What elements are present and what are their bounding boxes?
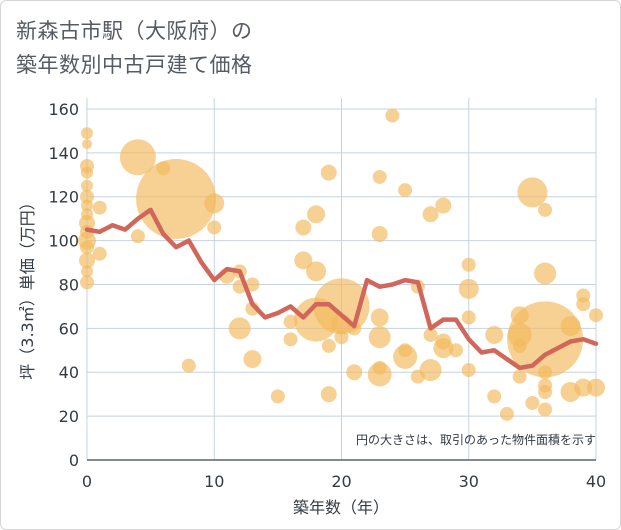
average-line-layer <box>84 207 599 371</box>
bubble-point <box>433 338 454 359</box>
bubble-point <box>461 363 476 378</box>
bubble-point <box>398 183 413 198</box>
bubble-point <box>538 202 553 217</box>
bubble-point <box>334 330 349 345</box>
y-tick-label: 160 <box>48 100 79 119</box>
x-tick-label: 10 <box>204 472 224 491</box>
y-tick-label: 120 <box>48 188 79 207</box>
bubble-point <box>81 265 93 278</box>
x-tick-label: 30 <box>459 472 479 491</box>
y-tick-label: 100 <box>48 232 79 251</box>
bubble-point <box>385 108 400 123</box>
bubble-point <box>295 219 312 236</box>
bubble-point <box>419 359 442 382</box>
x-tick-label: 0 <box>82 472 92 491</box>
x-tick-label: 40 <box>586 472 606 491</box>
bubble-point <box>371 226 388 243</box>
bubble-point <box>367 362 392 387</box>
bubble-point <box>80 189 94 204</box>
bubble-point <box>370 308 389 327</box>
bubble-point <box>517 177 548 208</box>
x-axis-label: 築年数（年） <box>293 498 389 517</box>
bubble-point <box>538 365 553 380</box>
bubble-point <box>321 338 336 353</box>
bubble-point <box>283 332 298 347</box>
y-tick-labels: 0 20 40 60 80 100 120 140 160 <box>48 100 79 470</box>
bubble-point <box>422 206 439 223</box>
bubble-point <box>228 317 251 340</box>
y-tick-label: 20 <box>59 407 79 426</box>
average-price-line <box>84 207 599 371</box>
bubble-point <box>368 326 391 349</box>
x-tick-labels: 0 10 20 30 40 <box>82 472 606 491</box>
y-tick-label: 40 <box>59 363 79 382</box>
bubble-point <box>538 402 553 417</box>
chart-title-line-1: 新森古市駅（大阪府）の <box>16 19 253 43</box>
bubble-point <box>92 246 107 261</box>
bubble-layer <box>78 108 605 421</box>
bubble-point <box>499 406 514 421</box>
bubble-point <box>81 166 93 179</box>
bubble-point <box>82 139 92 150</box>
bubble-point <box>449 343 464 358</box>
bubble-point <box>320 164 337 181</box>
bubble-point <box>574 378 593 397</box>
bubble-point <box>458 278 479 299</box>
bubble-point <box>136 158 217 239</box>
bubble-point <box>81 199 93 212</box>
bubble-point <box>270 389 285 404</box>
bubble-point <box>79 252 95 269</box>
bubble-point <box>306 261 327 282</box>
x-tick-label: 20 <box>331 472 351 491</box>
bubble-point <box>393 344 418 369</box>
bubble-point <box>320 386 337 403</box>
bubble-point <box>81 127 93 140</box>
bubble-point <box>245 277 260 292</box>
bubble-point <box>461 310 476 325</box>
bubble-point <box>207 220 222 235</box>
bubble-point <box>372 169 387 184</box>
bubble-point <box>423 327 438 342</box>
bubble-point <box>576 297 591 312</box>
bubble-point <box>92 200 107 215</box>
bubble-point <box>130 229 145 244</box>
chart-title-line-2: 築年数別中古戸建て価格 <box>16 53 253 77</box>
bubble-point <box>435 197 452 214</box>
y-tick-label: 60 <box>59 319 79 338</box>
y-tick-label: 80 <box>59 275 79 294</box>
bubble-point <box>589 308 603 323</box>
chart-title: 新森古市駅（大阪府）の 築年数別中古戸建て価格 <box>16 14 253 82</box>
bubble-point <box>204 193 225 214</box>
bubble-point <box>487 389 502 404</box>
bubble-point <box>346 364 363 381</box>
bubble-point <box>512 369 527 384</box>
bubble-point <box>525 395 540 410</box>
bubble-point <box>560 316 581 337</box>
bubble-point <box>587 378 605 397</box>
bubble-point <box>80 275 94 290</box>
y-axis-label: 坪（3.3㎡）単価（万円） <box>18 194 37 379</box>
size-note: 円の大きさは、取引のあった物件面積を示す <box>356 432 596 447</box>
bubble-point <box>461 257 476 272</box>
bubble-point <box>485 325 504 344</box>
bubble-point <box>181 358 196 373</box>
y-tick-label: 0 <box>69 451 79 470</box>
bubble-point <box>307 205 326 224</box>
bubble-point <box>80 240 94 255</box>
bubble-point <box>119 139 156 176</box>
bubble-point <box>81 179 93 192</box>
bubble-point <box>243 350 262 369</box>
y-tick-label: 140 <box>48 144 79 163</box>
bubble-point <box>294 251 313 270</box>
bubble-point <box>534 262 557 285</box>
bubble-point <box>538 384 553 399</box>
